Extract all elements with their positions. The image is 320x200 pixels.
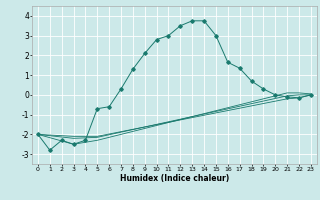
X-axis label: Humidex (Indice chaleur): Humidex (Indice chaleur) (120, 174, 229, 183)
